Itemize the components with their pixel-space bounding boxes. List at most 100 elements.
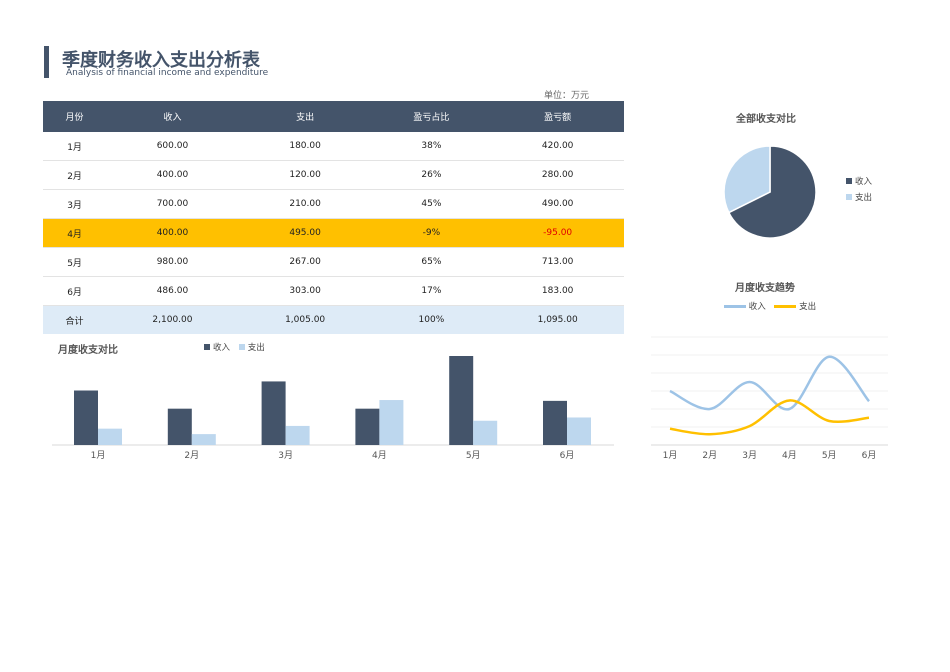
table-cell: 980.00 xyxy=(106,247,239,277)
table-row: 1月 600.00 180.00 38% 420.00 xyxy=(43,132,624,161)
x-tick-label: 4月 xyxy=(782,450,797,461)
table-cell: 5月 xyxy=(43,247,107,277)
pie-chart-title: 全部收支对比 xyxy=(736,114,796,125)
table-cell: -9% xyxy=(371,218,492,248)
table-cell: 303.00 xyxy=(238,276,372,306)
bar-expense xyxy=(98,428,122,445)
legend-swatch-expense xyxy=(238,344,245,350)
x-tick-label: 5月 xyxy=(466,450,481,461)
bar-income xyxy=(74,390,98,445)
unit-label: 单位：万元 xyxy=(544,91,590,101)
x-tick-label: 2月 xyxy=(702,450,717,461)
legend-line-expense xyxy=(774,305,797,308)
table-cell: 2月 xyxy=(43,160,107,190)
finance-table: 月份 收入 支出 盈亏占比 盈亏额 1月 600.00 180.00 38% 420.00 2月 4… xyxy=(43,101,624,334)
total-cell: 1,095.00 xyxy=(491,305,624,334)
total-cell: 100% xyxy=(371,305,492,334)
bar-expense xyxy=(191,434,216,445)
table-cell: 4月 xyxy=(43,218,107,248)
column-header: 月份 xyxy=(43,101,107,132)
total-cell: 1,005.00 xyxy=(238,305,372,334)
x-tick-label: 6月 xyxy=(560,450,575,461)
table-cell: 400.00 xyxy=(106,218,239,248)
table-cell: 26% xyxy=(371,160,492,190)
table-cell: 280.00 xyxy=(491,160,624,190)
bar-chart-title: 月度收支对比 xyxy=(58,345,118,356)
total-row: 合计 2,100.00 1,005.00 100% 1,095.00 xyxy=(43,305,624,334)
pie-slice-expense xyxy=(723,145,771,214)
bar-expense xyxy=(567,417,591,445)
legend-expense: 支出 xyxy=(247,343,265,353)
table-row: 3月 700.00 210.00 45% 490.00 xyxy=(43,189,624,219)
bar-income xyxy=(261,381,286,445)
legend-swatch-expense xyxy=(846,194,852,200)
table-cell: 486.00 xyxy=(106,276,239,306)
table-cell: 45% xyxy=(371,189,492,219)
table-cell: 180.00 xyxy=(238,132,372,161)
table-cell: 420.00 xyxy=(491,132,624,161)
legend-income: 收入 xyxy=(748,302,766,312)
table-header: 月份 收入 支出 盈亏占比 盈亏额 xyxy=(43,101,624,132)
table-cell: 267.00 xyxy=(238,247,372,277)
table-cell: 1月 xyxy=(43,132,107,161)
x-tick-label: 3月 xyxy=(278,450,293,461)
table-cell: 495.00 xyxy=(238,218,372,248)
bar-income xyxy=(543,400,567,445)
page-title: 季度财务收入支出分析表 xyxy=(62,50,260,71)
table-cell: 210.00 xyxy=(238,189,372,219)
x-tick-label: 3月 xyxy=(742,450,757,461)
table-cell: 600.00 xyxy=(106,132,239,161)
table-cell: 400.00 xyxy=(106,160,239,190)
legend-expense: 支出 xyxy=(855,193,873,203)
table-row: 2月 400.00 120.00 26% 280.00 xyxy=(43,160,624,190)
line-chart-title: 月度收支趋势 xyxy=(735,283,795,294)
table-cell: 490.00 xyxy=(491,189,624,219)
pie-legend: 收入 支出 xyxy=(846,174,872,206)
legend-line-income xyxy=(724,305,746,308)
pie-slice-income xyxy=(727,145,817,239)
page-subtitle: Analysis of financial income and expendi… xyxy=(66,68,269,78)
total-cell: 合计 xyxy=(43,305,107,334)
legend-swatch-income xyxy=(204,344,210,350)
line-expense xyxy=(669,399,870,436)
line-income xyxy=(669,355,870,411)
table-cell: 38% xyxy=(371,132,492,161)
column-header: 收入 xyxy=(106,101,239,132)
x-tick-label: 1月 xyxy=(91,450,106,461)
legend-expense: 支出 xyxy=(799,302,817,312)
bar-legend: 收入 支出 xyxy=(204,341,265,353)
table-cell: 65% xyxy=(371,247,492,277)
line-legend: 收入 支出 xyxy=(724,300,816,312)
column-header: 支出 xyxy=(238,101,372,132)
bar-income xyxy=(355,408,380,445)
x-tick-label: 5月 xyxy=(822,450,837,461)
table-cell: -95.00 xyxy=(491,218,624,248)
bar-expense xyxy=(285,425,310,445)
table-row: 4月 400.00 495.00 -9% -95.00 xyxy=(43,218,624,248)
bar-expense xyxy=(473,420,498,445)
x-tick-label: 1月 xyxy=(663,450,678,461)
column-header: 盈亏额 xyxy=(491,101,624,132)
legend-swatch-income xyxy=(846,178,852,184)
column-header: 盈亏占比 xyxy=(371,101,492,132)
table-cell: 17% xyxy=(371,276,492,306)
table-cell: 3月 xyxy=(43,189,107,219)
table-row: 5月 980.00 267.00 65% 713.00 xyxy=(43,247,624,277)
table-cell: 120.00 xyxy=(238,160,372,190)
title-accent xyxy=(44,46,49,78)
x-tick-label: 4月 xyxy=(372,450,387,461)
bar-income xyxy=(449,356,474,445)
bar-income xyxy=(167,408,192,445)
x-tick-label: 6月 xyxy=(862,450,877,461)
total-cell: 2,100.00 xyxy=(106,305,239,334)
table-row: 6月 486.00 303.00 17% 183.00 xyxy=(43,276,624,306)
table-cell: 700.00 xyxy=(106,189,239,219)
table-cell: 6月 xyxy=(43,276,107,306)
legend-income: 收入 xyxy=(213,343,231,353)
table-cell: 713.00 xyxy=(491,247,624,277)
x-tick-label: 2月 xyxy=(184,450,199,461)
legend-income: 收入 xyxy=(855,177,873,187)
bar-expense xyxy=(379,400,404,445)
table-cell: 183.00 xyxy=(491,276,624,306)
